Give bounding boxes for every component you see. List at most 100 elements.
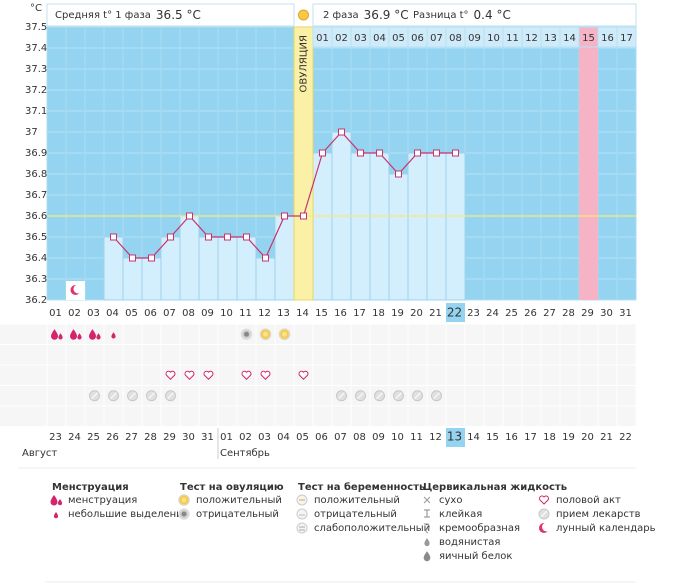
legend-label: менструация (68, 495, 137, 506)
legend-title: Менструация (52, 482, 129, 493)
icon-part (338, 392, 345, 400)
date-label: 05 (296, 432, 309, 443)
icon-medication (431, 390, 442, 402)
diff-value: 0.4 °C (474, 8, 511, 22)
icon-pregnancy-positive (296, 494, 308, 506)
date-label: 21 (600, 432, 613, 443)
temperature-marker (338, 128, 345, 136)
icon-pregnancy-negative (296, 508, 308, 520)
temperature-bar (103, 236, 124, 301)
temperature-bar (179, 215, 200, 301)
phase1-value: 36.5 °C (156, 8, 201, 22)
icon-part (91, 392, 98, 400)
y-tick-label: 37.2 (25, 85, 47, 96)
icon-medication (355, 390, 366, 402)
phase2-value: 36.9 °C (364, 8, 409, 22)
legend-label: яичный белок (439, 551, 512, 562)
icon-intercourse (539, 495, 549, 505)
y-tick-label: 36.4 (25, 253, 47, 264)
temperature-bar (407, 152, 428, 301)
icon-part (296, 508, 308, 520)
phase2-day: 02 (335, 33, 348, 44)
temperature-bar (255, 257, 276, 301)
icon-ovulation-positive (178, 494, 190, 506)
header-text: Средняя t° 1 фаза 36.5 °C (55, 8, 201, 22)
icon-dry (423, 496, 431, 504)
temperature-bar (141, 257, 162, 301)
y-tick-label: 37.4 (25, 43, 47, 54)
icon-part (51, 329, 58, 340)
icon-part (57, 499, 63, 506)
icon-part (96, 333, 101, 340)
icon-watery (424, 538, 430, 547)
x-tick-label: 19 (391, 308, 404, 319)
temperature-marker (395, 170, 402, 178)
icon-ovulation-negative (178, 508, 190, 520)
icon-part (423, 523, 430, 534)
x-tick-label: 02 (68, 308, 81, 319)
y-tick-label: 37.3 (25, 64, 47, 75)
temperature-marker (167, 233, 174, 241)
legend-label: слабоположительный (314, 523, 430, 534)
icon-part (414, 392, 421, 400)
x-tick-label: 18 (372, 308, 385, 319)
phase2-day: 14 (563, 33, 576, 44)
x-tick-label: 11 (239, 308, 252, 319)
phase2-day: 01 (316, 33, 329, 44)
icon-menstruation (70, 329, 82, 340)
x-tick-label: 08 (182, 308, 195, 319)
legend-label: сухо (439, 495, 462, 506)
icon-medication (165, 390, 176, 402)
x-tick-label: 12 (258, 308, 271, 319)
icon-intercourse (260, 370, 271, 380)
date-label: 02 (239, 432, 252, 443)
legend-label: прием лекарств (556, 509, 641, 520)
ovulation-sun (298, 9, 309, 21)
date-label: 24 (68, 432, 81, 443)
icon-medication (89, 390, 100, 402)
icon-menstruation (50, 495, 63, 506)
temperature-bar (426, 152, 447, 301)
icon-medication (336, 390, 347, 402)
icon-medication (146, 390, 157, 402)
header-box (312, 3, 637, 27)
icon-part (70, 329, 77, 340)
date-label: 20 (581, 432, 594, 443)
icon-lunar (539, 522, 551, 533)
header-text: Разница t° 0.4 °C (413, 8, 511, 22)
icon-medication (538, 508, 550, 520)
date-label: 18 (543, 432, 556, 443)
temperature-marker (319, 149, 326, 157)
icon-medication (374, 390, 385, 402)
temperature-marker (243, 233, 250, 241)
x-tick-label: 16 (334, 308, 347, 319)
icon-ovulation-positive (259, 328, 272, 340)
phase2-cell (616, 26, 637, 48)
icon-part (111, 332, 116, 339)
phase2-day: 03 (354, 33, 367, 44)
date-label: 04 (277, 432, 290, 443)
legend-title: Тест на овуляцию (180, 482, 284, 493)
legend-label: половой акт (556, 495, 621, 506)
icon-part (77, 333, 82, 340)
x-tick-label: 03 (87, 308, 100, 319)
phase2-day: 15 (582, 33, 595, 44)
y-tick-label: 37.5 (25, 22, 47, 33)
icon-part (260, 370, 271, 380)
temperature-marker (205, 233, 212, 241)
icon-part (167, 392, 174, 400)
diff-label: Разница t° (413, 10, 469, 21)
temperature-marker (224, 233, 231, 241)
phase2-day: 16 (601, 33, 614, 44)
y-tick-label: 36.5 (25, 232, 47, 243)
icon-medication (412, 390, 423, 402)
temperature-marker (376, 149, 383, 157)
temperature-marker (433, 149, 440, 157)
x-tick-label: 25 (505, 308, 518, 319)
legend-label: небольшие выделения (68, 509, 189, 520)
x-tick-label: 28 (562, 308, 575, 319)
x-tick-label: 30 (600, 308, 613, 319)
y-tick-label: 36.2 (25, 295, 47, 306)
y-tick-label: 36.3 (25, 274, 47, 285)
